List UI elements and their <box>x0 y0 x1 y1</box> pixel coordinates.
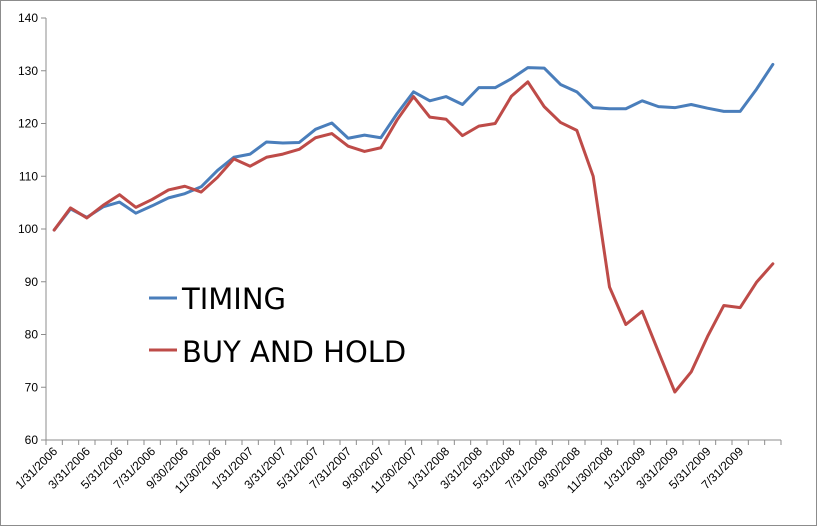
y-tick-label: 110 <box>19 169 38 183</box>
y-tick-label: 90 <box>25 275 39 289</box>
y-tick-label: 60 <box>25 433 39 447</box>
series-layer <box>52 62 775 394</box>
y-tick-label: 130 <box>18 64 38 78</box>
y-tick-label: 70 <box>25 380 39 394</box>
legend-label-timing: TIMING <box>181 282 286 316</box>
series-line-timing <box>52 62 775 232</box>
legend: TIMING BUY AND HOLD <box>149 282 406 369</box>
y-axis: 60 70 80 90 100 110 120 130 140 <box>18 11 47 447</box>
legend-label-buy-and-hold: BUY AND HOLD <box>182 335 406 369</box>
series-line-buy-and-hold <box>52 80 775 394</box>
y-tick-label: 140 <box>18 11 38 25</box>
y-tick-label: 80 <box>25 328 39 342</box>
y-tick-label: 100 <box>18 222 38 236</box>
x-axis: 1/31/20063/31/20065/31/20067/31/20069/30… <box>13 439 782 496</box>
y-tick-label: 120 <box>18 117 38 131</box>
